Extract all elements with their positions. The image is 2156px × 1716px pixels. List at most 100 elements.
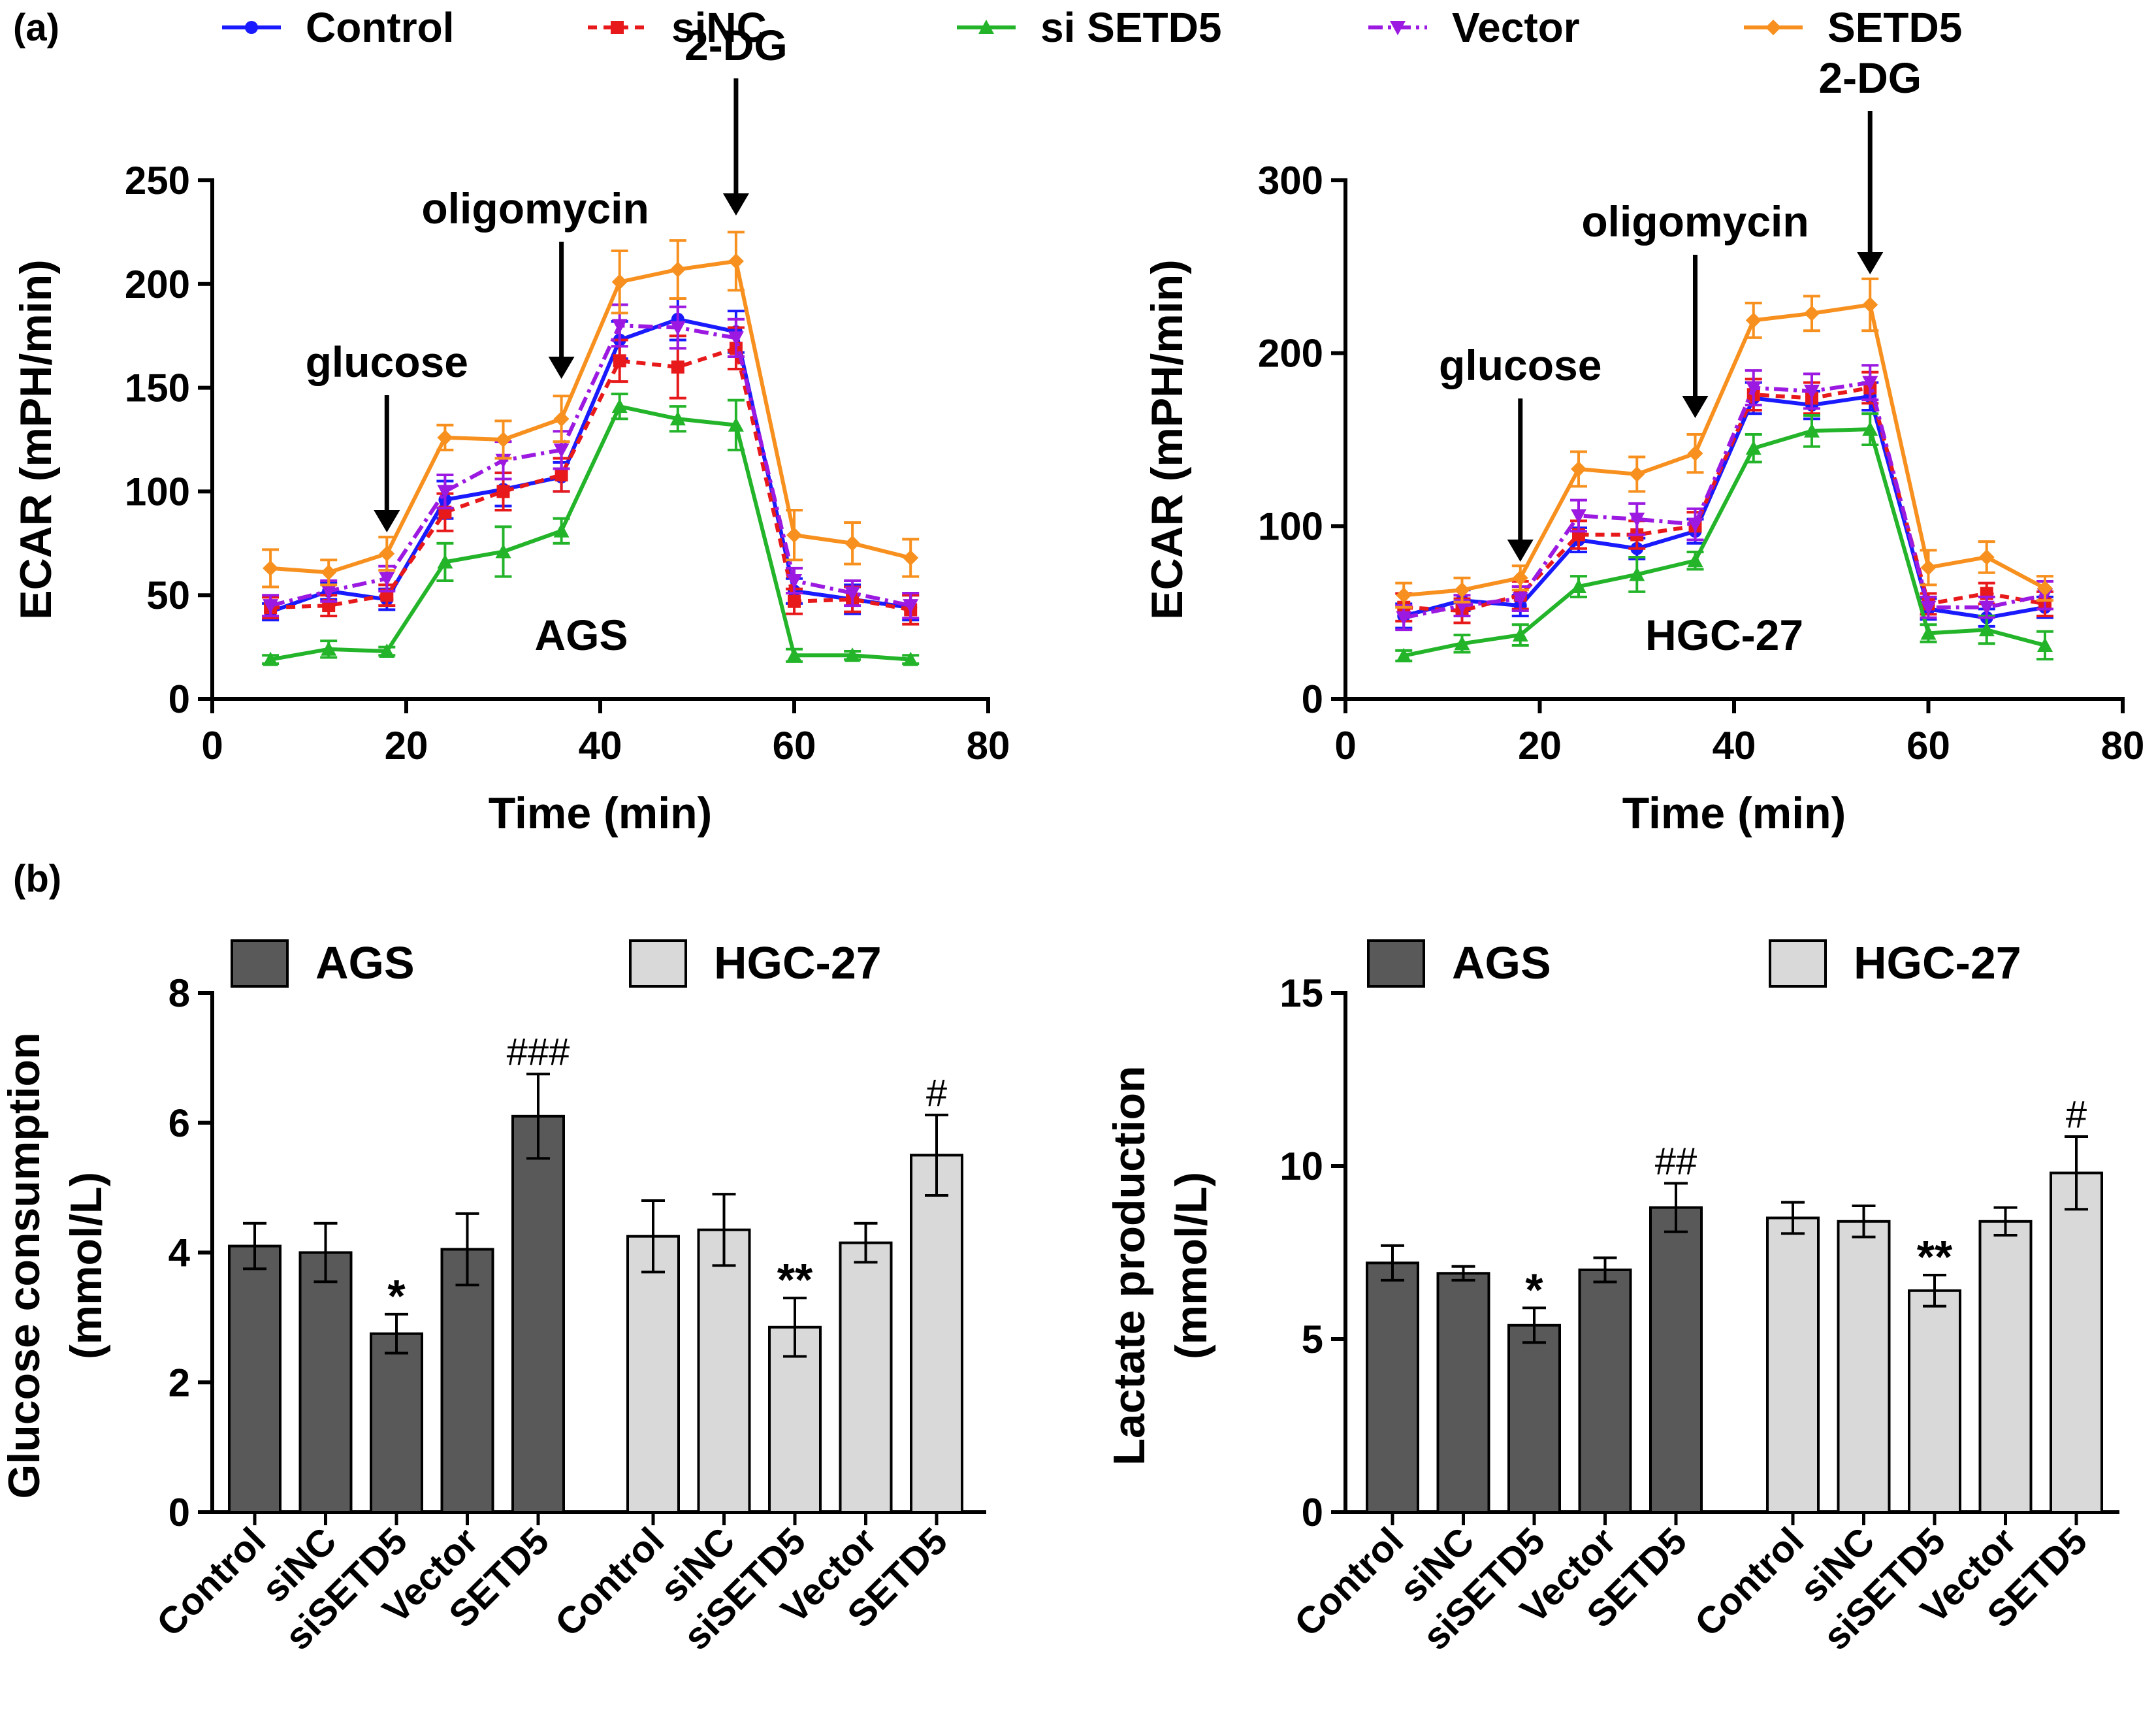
- bar-ags-vector: [440, 1248, 494, 1514]
- data-point-vector: [1629, 512, 1645, 527]
- data-point-setd5: [2037, 580, 2053, 596]
- data-point-si-setd5: [786, 647, 802, 662]
- panel-label-a: (a): [13, 7, 59, 49]
- data-point-si-setd5: [1920, 625, 1937, 640]
- series-line-setd5: [270, 259, 911, 575]
- series-vector: [1395, 364, 2053, 632]
- y-axis-label-line1: Glucose consumption: [0, 1032, 49, 1498]
- y-tick-label: 0: [169, 677, 190, 721]
- data-point-setd5: [728, 253, 744, 269]
- data-point-si-setd5: [611, 398, 628, 413]
- data-point-vector: [263, 599, 279, 614]
- data-point-vector: [1687, 517, 1703, 532]
- data-point-vector: [611, 319, 628, 334]
- bar-ags-control: [1366, 1261, 1419, 1514]
- lactate-production-chart: 0 5 10 15 Lactate production (mmol/L) AGS HGC-2…: [1104, 937, 2119, 1659]
- legend-label-si-setd5: si SETD5: [1040, 4, 1221, 51]
- significance-mark: *: [387, 1271, 406, 1321]
- ecar-ags-chart: 0 50 100 150 200 250 0 20 40 60 80 Time (min) ECAR (…: [11, 21, 1010, 838]
- data-point-vector: [1745, 381, 1762, 396]
- data-point-vector: [1512, 592, 1528, 607]
- data-point-setd5: [1920, 559, 1937, 575]
- data-point-setd5: [1804, 305, 1820, 321]
- y-axis-label: ECAR (mPH/min): [1142, 259, 1192, 620]
- data-point-setd5: [495, 432, 511, 447]
- x-tick-label: 40: [1713, 724, 1756, 768]
- data-point-si-setd5: [1629, 566, 1645, 581]
- legend-swatch-hgc-27: [629, 939, 687, 988]
- legend-swatch-ags: [231, 939, 289, 988]
- arrowhead-glucose: [1507, 540, 1534, 562]
- bar-hgc-27-setd5: [2050, 1171, 2103, 1514]
- arrowhead-2-dg: [722, 193, 749, 216]
- data-point-vector: [786, 574, 802, 589]
- legend-marker-si-setd5: [978, 20, 994, 34]
- bar-ags-control: [228, 1244, 282, 1514]
- bar-ags-sinc: [298, 1251, 353, 1514]
- bar-hgc-27-control: [1766, 1216, 1820, 1514]
- data-point-setd5: [669, 261, 686, 278]
- y-tick-label: 50: [146, 574, 190, 617]
- y-tick-label: 8: [169, 971, 190, 1015]
- data-point-si-setd5: [1454, 636, 1470, 651]
- annotation-oligomycin: oligomycin: [1581, 197, 1809, 246]
- legend-label-hgc-27: HGC-27: [714, 937, 882, 988]
- data-point-setd5: [786, 527, 802, 543]
- y-axis-label: Glucose consumption (mmol/L): [0, 1032, 111, 1498]
- series-setd5: [262, 231, 920, 589]
- series-setd5: [1395, 277, 2053, 609]
- bar-hgc-27-sisetd5: [1908, 1289, 1961, 1514]
- series-line-vector: [270, 323, 911, 608]
- x-tick-label: 40: [579, 724, 622, 768]
- x-axis-label: Time (min): [489, 788, 713, 838]
- legend-label-ags: AGS: [315, 937, 415, 988]
- data-point-setd5: [1571, 461, 1586, 477]
- cell-line-label: HGC-27: [1645, 611, 1803, 659]
- x-tick-label: 20: [385, 724, 428, 768]
- y-axis-label: ECAR (mPH/min): [11, 259, 61, 620]
- data-point-setd5: [1978, 549, 1995, 565]
- y-tick-label: 6: [169, 1101, 190, 1145]
- annotation-oligomycin: oligomycin: [421, 184, 649, 233]
- significance-mark: ###: [507, 1031, 570, 1073]
- series-line-sinc: [270, 346, 911, 612]
- y-tick-label: 0: [169, 1491, 190, 1534]
- legend-label-ags: AGS: [1452, 937, 1551, 988]
- bar-hgc-27-vector: [1978, 1220, 2033, 1514]
- data-point-si-setd5: [1396, 647, 1412, 662]
- y-tick-label: 200: [1258, 332, 1323, 376]
- data-point-si-setd5: [669, 411, 686, 426]
- data-point-setd5: [1454, 582, 1470, 598]
- data-point-si-setd5: [1687, 553, 1703, 568]
- data-point-vector: [1571, 509, 1586, 524]
- data-point-si-setd5: [1512, 627, 1528, 642]
- data-point-vector: [903, 599, 919, 614]
- data-point-si-setd5: [263, 651, 279, 666]
- y-tick-label: 0: [1302, 677, 1323, 721]
- data-point-si-setd5: [845, 647, 861, 662]
- series-legend: Control siNC si SETD5 Vector SETD5: [222, 4, 1962, 51]
- legend-marker-setd5: [1765, 20, 1781, 35]
- y-axis-label-line2: (mmol/L): [1166, 1172, 1216, 1359]
- annotation-2-dg: 2-DG: [684, 21, 788, 69]
- data-point-si-setd5: [437, 554, 453, 569]
- bar-hgc-27-sisetd5: [768, 1325, 822, 1514]
- y-tick-label: 100: [125, 470, 190, 513]
- data-point-vector: [845, 587, 861, 602]
- data-point-setd5: [1745, 312, 1762, 329]
- data-point-si-setd5: [553, 523, 570, 538]
- y-tick-label: 4: [169, 1231, 191, 1275]
- data-point-si-setd5: [1978, 622, 1995, 637]
- data-point-setd5: [611, 274, 628, 290]
- data-point-si-setd5: [903, 651, 919, 666]
- data-point-vector: [1920, 600, 1937, 615]
- legend-label-hgc-27: HGC-27: [1854, 937, 2021, 988]
- legend-swatch-hgc-27: [1769, 939, 1827, 988]
- y-tick-label: 100: [1258, 504, 1323, 548]
- legend-swatch-ags: [1367, 939, 1425, 988]
- data-point-setd5: [379, 545, 395, 562]
- cell-line-label: AGS: [534, 611, 628, 659]
- series-line-setd5: [1403, 302, 2046, 598]
- significance-mark: #: [2066, 1093, 2087, 1136]
